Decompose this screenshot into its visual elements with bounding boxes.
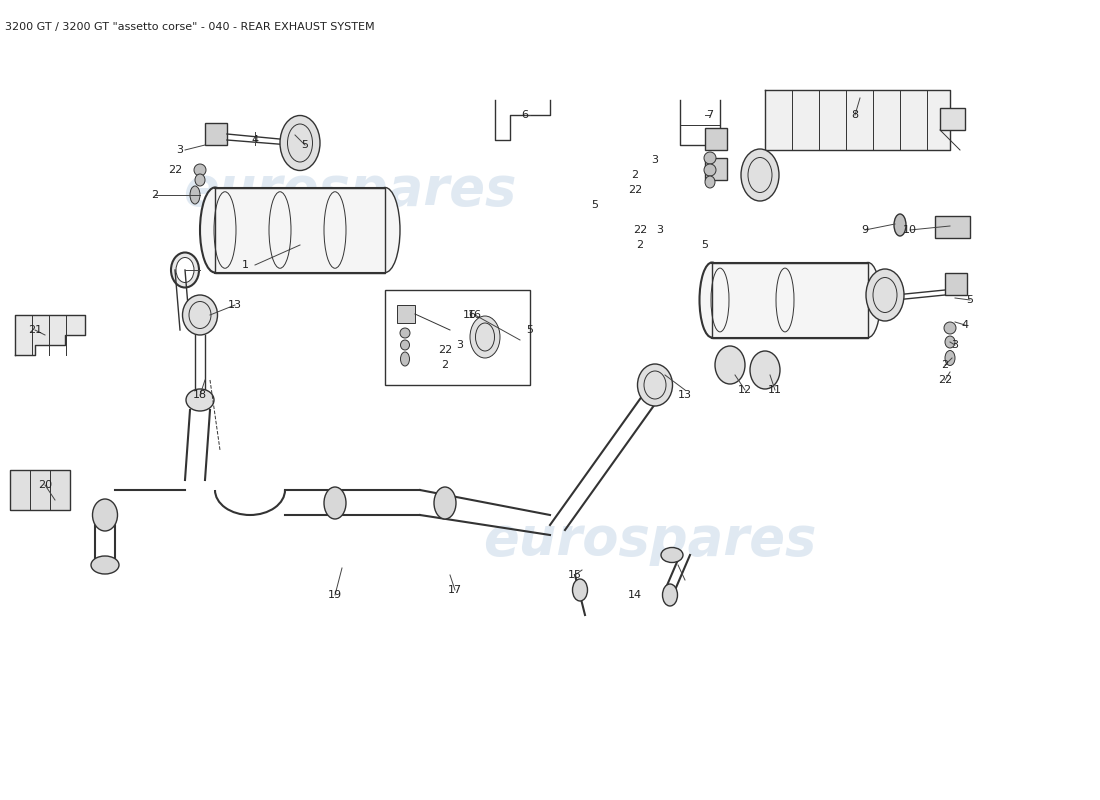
Text: 8: 8 xyxy=(851,110,859,120)
Ellipse shape xyxy=(741,149,779,201)
Text: 3: 3 xyxy=(176,145,184,155)
Ellipse shape xyxy=(195,174,205,186)
Ellipse shape xyxy=(750,351,780,389)
Bar xyxy=(705,158,727,180)
Ellipse shape xyxy=(700,262,725,338)
Text: 19: 19 xyxy=(328,590,342,600)
Ellipse shape xyxy=(866,269,904,321)
Ellipse shape xyxy=(661,547,683,562)
Text: 22: 22 xyxy=(632,225,647,235)
Text: 17: 17 xyxy=(448,585,462,595)
Ellipse shape xyxy=(280,115,320,170)
Text: 21: 21 xyxy=(28,325,42,335)
Bar xyxy=(935,216,970,238)
Ellipse shape xyxy=(715,346,745,384)
Text: 5: 5 xyxy=(527,325,534,335)
Ellipse shape xyxy=(200,187,230,273)
Ellipse shape xyxy=(662,584,678,606)
Text: 5: 5 xyxy=(301,140,308,150)
Text: 2: 2 xyxy=(942,360,948,370)
Text: 9: 9 xyxy=(861,225,869,235)
Ellipse shape xyxy=(91,556,119,574)
Text: 12: 12 xyxy=(738,385,752,395)
Bar xyxy=(205,123,227,145)
Ellipse shape xyxy=(705,176,715,188)
Ellipse shape xyxy=(400,340,409,350)
Bar xyxy=(940,108,965,130)
Text: 13: 13 xyxy=(678,390,692,400)
Bar xyxy=(214,187,385,273)
Text: 16: 16 xyxy=(463,310,477,320)
Ellipse shape xyxy=(194,164,206,176)
Text: eurospares: eurospares xyxy=(483,514,816,566)
Ellipse shape xyxy=(370,187,400,273)
Polygon shape xyxy=(15,315,85,355)
Ellipse shape xyxy=(92,499,118,531)
Ellipse shape xyxy=(470,316,500,358)
Ellipse shape xyxy=(945,350,955,366)
Text: 22: 22 xyxy=(628,185,642,195)
Text: 22: 22 xyxy=(938,375,953,385)
Text: 18: 18 xyxy=(192,390,207,400)
Text: 3: 3 xyxy=(657,225,663,235)
Ellipse shape xyxy=(704,152,716,164)
Ellipse shape xyxy=(572,579,587,601)
Text: eurospares: eurospares xyxy=(184,164,517,216)
Text: 10: 10 xyxy=(903,225,917,235)
Bar xyxy=(10,470,70,510)
Text: 5: 5 xyxy=(592,200,598,210)
Ellipse shape xyxy=(704,164,716,176)
Text: 15: 15 xyxy=(568,570,582,580)
Text: 4: 4 xyxy=(961,320,969,330)
Bar xyxy=(705,128,727,150)
Text: 3: 3 xyxy=(456,340,463,350)
Ellipse shape xyxy=(944,322,956,334)
Text: 1: 1 xyxy=(242,260,249,270)
Text: 3: 3 xyxy=(651,155,659,165)
Ellipse shape xyxy=(400,328,410,338)
Ellipse shape xyxy=(434,487,456,519)
Text: 5: 5 xyxy=(967,295,974,305)
Bar xyxy=(385,290,530,385)
Ellipse shape xyxy=(945,336,955,348)
Text: 22: 22 xyxy=(438,345,452,355)
Ellipse shape xyxy=(894,214,906,236)
Text: 11: 11 xyxy=(768,385,782,395)
Bar xyxy=(397,305,415,323)
Text: 4: 4 xyxy=(252,135,258,145)
Ellipse shape xyxy=(324,487,346,519)
Text: 16: 16 xyxy=(468,310,482,320)
Ellipse shape xyxy=(176,258,194,282)
Bar xyxy=(945,273,967,295)
Ellipse shape xyxy=(190,186,200,204)
Text: 5: 5 xyxy=(702,240,708,250)
Text: 20: 20 xyxy=(37,480,52,490)
Text: 2: 2 xyxy=(637,240,644,250)
Ellipse shape xyxy=(170,253,199,287)
Text: 6: 6 xyxy=(521,110,528,120)
Text: 2: 2 xyxy=(441,360,449,370)
Ellipse shape xyxy=(856,262,880,338)
Ellipse shape xyxy=(186,389,214,411)
Ellipse shape xyxy=(183,295,218,335)
Text: 2: 2 xyxy=(631,170,639,180)
Text: 2: 2 xyxy=(152,190,158,200)
Text: 3200 GT / 3200 GT "assetto corse" - 040 - REAR EXHAUST SYSTEM: 3200 GT / 3200 GT "assetto corse" - 040 … xyxy=(6,22,375,32)
Text: 14: 14 xyxy=(628,590,642,600)
Text: 22: 22 xyxy=(168,165,183,175)
Polygon shape xyxy=(764,90,950,150)
Text: 3: 3 xyxy=(952,340,958,350)
Text: 7: 7 xyxy=(706,110,714,120)
Bar xyxy=(712,262,868,338)
Ellipse shape xyxy=(400,352,409,366)
Text: 13: 13 xyxy=(228,300,242,310)
Ellipse shape xyxy=(638,364,672,406)
